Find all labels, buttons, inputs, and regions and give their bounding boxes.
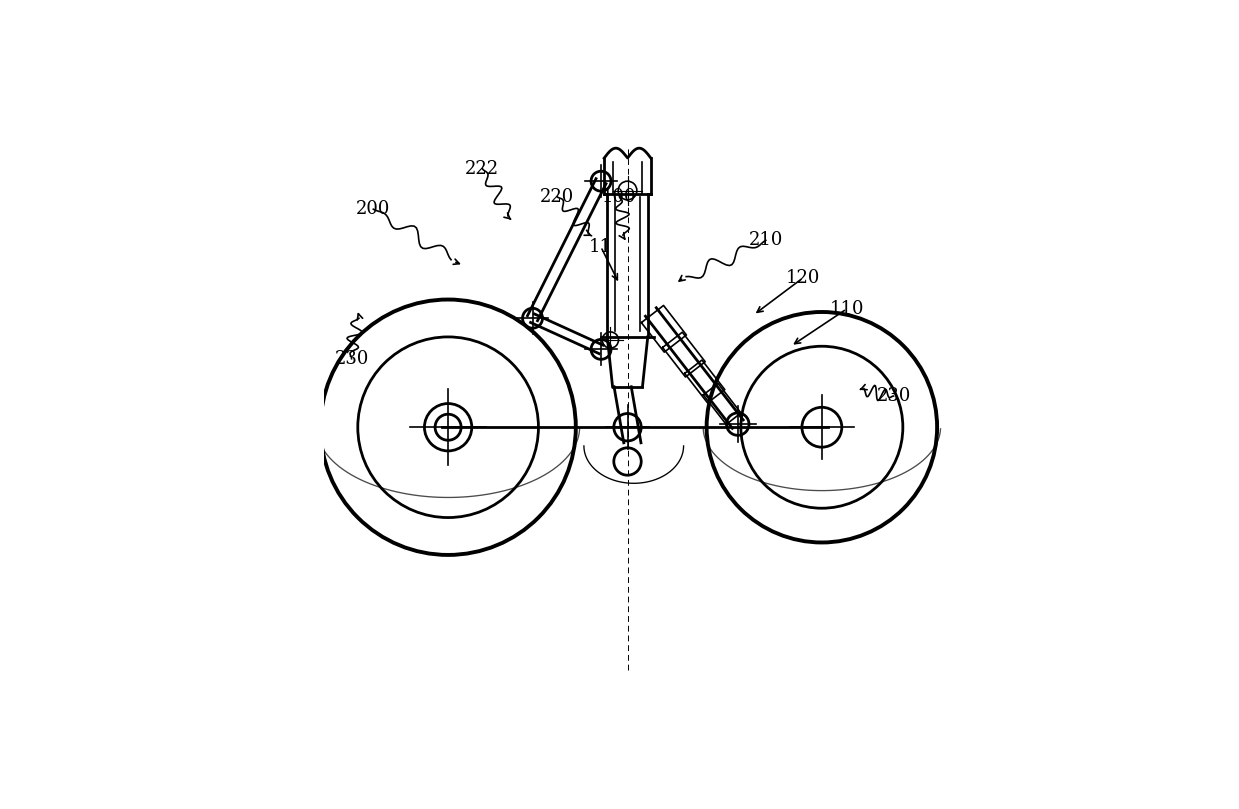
Text: 11: 11	[590, 238, 612, 256]
Text: 222: 222	[466, 159, 499, 178]
Text: 120: 120	[786, 269, 820, 286]
Text: 210: 210	[748, 231, 783, 249]
Text: 230: 230	[335, 349, 369, 368]
Text: 200: 200	[356, 200, 390, 218]
Text: 220: 220	[540, 188, 574, 205]
Text: 110: 110	[830, 300, 864, 318]
Text: 230: 230	[876, 387, 911, 405]
Text: 100: 100	[602, 188, 637, 205]
